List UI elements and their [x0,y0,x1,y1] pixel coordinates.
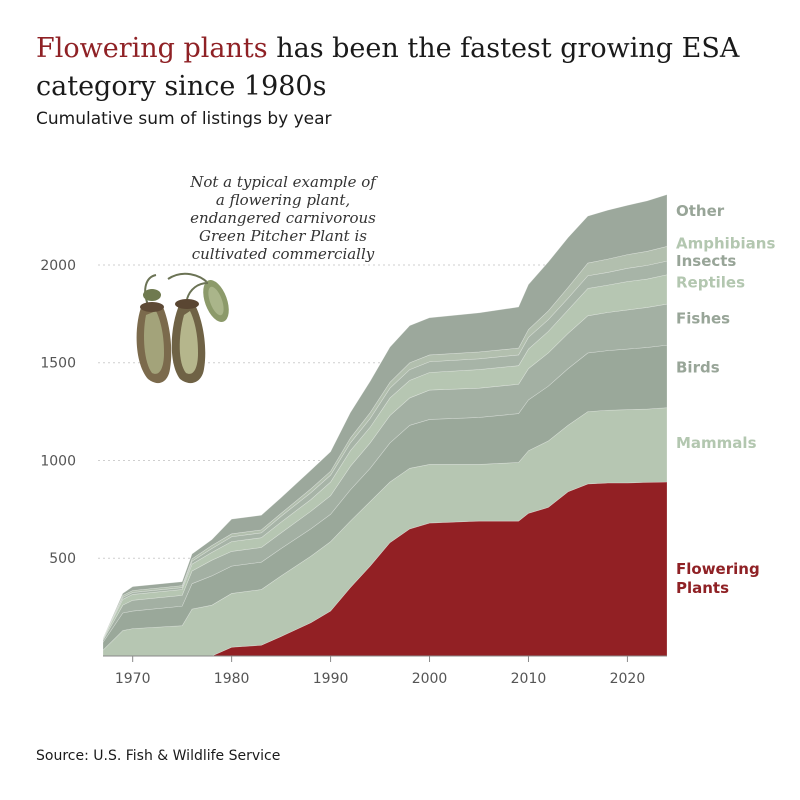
series-label: Mammals [676,434,757,452]
annotation-line: a flowering plant, [215,191,351,209]
chart-subtitle: Cumulative sum of listings by year [36,109,332,129]
x-tick-label: 1990 [313,671,349,687]
x-tick-label: 1970 [115,671,151,687]
area-series-group [102,194,668,657]
y-axis: 500 1000 1500 2000 [40,258,76,567]
series-label: Birds [676,359,720,377]
y-tick-label: 500 [49,551,76,567]
y-tick-label: 1000 [40,453,76,469]
source-note: Source: U.S. Fish & Wildlife Service [36,748,281,764]
series-label: Reptiles [676,273,745,291]
series-label: Insects [676,252,736,270]
annotation-line: Not a typical example of [190,173,376,191]
series-label: Amphibians [676,234,775,252]
title-rest: has been the fastest growing ESA categor… [36,33,740,102]
pitcher-plant-illustration [136,272,229,384]
y-tick-label: 2000 [40,258,76,274]
x-tick-label: 2010 [511,671,547,687]
x-tick-label: 2020 [610,671,646,687]
series-label: Flowering [676,560,760,578]
annotation-line: Green Pitcher Plant is [199,227,367,245]
annotation-line: cultivated commercially [191,245,375,263]
chart-title: Flowering plants has been the fastest gr… [36,30,766,106]
series-label: Plants [676,579,729,597]
annotation-line: endangered carnivorous [190,209,376,227]
x-tick-label: 2000 [412,671,448,687]
y-tick-label: 1500 [40,356,76,372]
x-axis: 1970 1980 1990 2000 2010 2020 [103,655,667,687]
annotation-note: Not a typical example of a flowering pla… [160,173,406,263]
series-label: Fishes [676,310,730,328]
x-tick-label: 1980 [214,671,250,687]
series-label: Other [676,202,725,220]
title-highlight: Flowering plants [36,33,268,64]
area-series-other [102,194,668,639]
